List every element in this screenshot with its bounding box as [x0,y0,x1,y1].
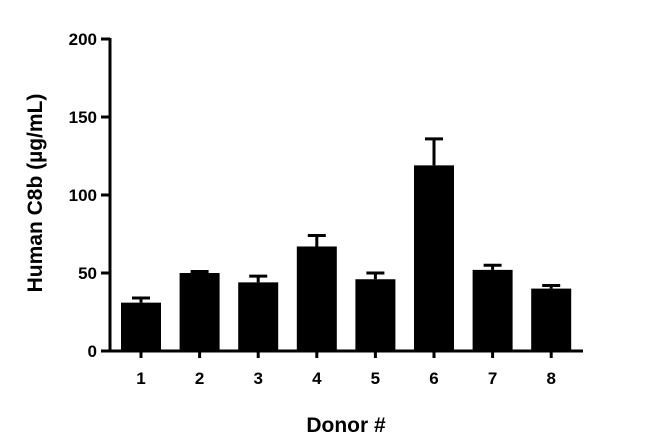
y-tick-label-150: 150 [69,108,97,127]
x-tick-label-8: 8 [546,369,555,388]
bar-donor-4 [296,246,337,351]
x-axis-title: Donor # [306,414,386,437]
bar-donor-2 [179,273,220,351]
x-tick-label-1: 1 [136,369,145,388]
x-tick-label-3: 3 [253,369,262,388]
x-tick-label-5: 5 [371,369,380,388]
x-tick-label-4: 4 [312,369,322,388]
y-axis-title: Human C8b (µg/mL) [24,94,47,293]
bar-donor-8 [531,288,572,351]
x-tick-label-6: 6 [429,369,438,388]
x-tick-label-7: 7 [488,369,497,388]
y-tick-label-100: 100 [69,186,97,205]
bar-donor-6 [414,165,454,351]
bars-layer [121,137,572,351]
x-tick-label-2: 2 [195,369,204,388]
axes-layer: 1 2 3 4 5 6 7 8 0 50 100 150 200 [69,30,583,388]
bar-donor-1 [121,302,161,351]
y-tick-label-50: 50 [78,264,97,283]
bar-donor-7 [472,269,513,351]
y-tick-label-0: 0 [88,342,97,361]
bar-donor-5 [355,279,396,351]
y-tick-label-200: 200 [69,30,97,49]
bar-donor-3 [238,282,279,351]
